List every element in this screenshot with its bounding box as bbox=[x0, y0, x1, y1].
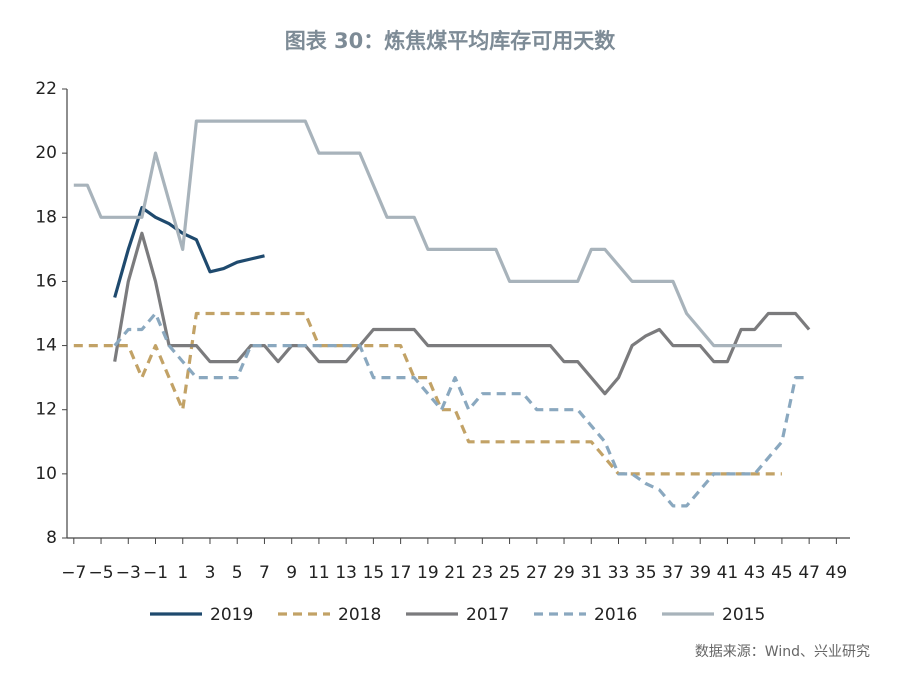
x-tick-label: 43 bbox=[744, 563, 766, 583]
y-tick-label: 12 bbox=[35, 400, 57, 420]
x-tick-label: −3 bbox=[116, 563, 141, 583]
x-tick-label: 7 bbox=[259, 563, 270, 583]
series-line bbox=[73, 119, 782, 348]
y-tick-label: 10 bbox=[35, 464, 57, 484]
x-tick-label: 5 bbox=[232, 563, 243, 583]
y-tick-label: 18 bbox=[35, 207, 57, 227]
y-tick-label: 16 bbox=[35, 271, 57, 291]
x-tick-label: 21 bbox=[444, 563, 466, 583]
x-tick-label: 15 bbox=[363, 563, 385, 583]
x-tick-label: 39 bbox=[689, 563, 711, 583]
x-tick-label: 3 bbox=[205, 563, 216, 583]
series-line bbox=[113, 206, 265, 298]
legend-label: 2019 bbox=[210, 605, 253, 625]
x-tick-label: 33 bbox=[608, 563, 630, 583]
legend-label: 2015 bbox=[722, 605, 765, 625]
y-tick-label: 20 bbox=[35, 143, 57, 163]
x-tick-label: 27 bbox=[526, 563, 548, 583]
y-tick-label: 22 bbox=[35, 79, 57, 99]
x-tick-label: 1 bbox=[177, 563, 188, 583]
x-tick-label: 19 bbox=[417, 563, 439, 583]
source-note: 数据来源：Wind、兴业研究 bbox=[695, 644, 870, 660]
x-tick-label: 25 bbox=[499, 563, 521, 583]
chart-title: 图表 30：炼焦煤平均库存可用天数 bbox=[285, 29, 617, 53]
legend-label: 2017 bbox=[466, 605, 509, 625]
x-tick-label: 23 bbox=[472, 563, 494, 583]
x-tick-label: 9 bbox=[286, 563, 297, 583]
series-line bbox=[113, 311, 810, 508]
x-tick-label: −1 bbox=[143, 563, 168, 583]
x-tick-label: 13 bbox=[335, 563, 357, 583]
x-tick-label: 31 bbox=[580, 563, 602, 583]
y-tick-label: 14 bbox=[35, 336, 57, 356]
x-tick-label: 37 bbox=[662, 563, 684, 583]
x-tick-label: 47 bbox=[798, 563, 820, 583]
x-tick-label: 49 bbox=[826, 563, 848, 583]
x-tick-label: 45 bbox=[771, 563, 793, 583]
x-tick-label: 11 bbox=[308, 563, 330, 583]
legend-label: 2018 bbox=[338, 605, 381, 625]
x-tick-label: 17 bbox=[390, 563, 412, 583]
x-tick-label: 29 bbox=[553, 563, 575, 583]
series-line bbox=[113, 231, 811, 396]
x-tick-label: −5 bbox=[89, 563, 114, 583]
x-tick-label: −7 bbox=[61, 563, 86, 583]
x-tick-label: 35 bbox=[635, 563, 657, 583]
legend-label: 2016 bbox=[594, 605, 637, 625]
x-tick-label: 41 bbox=[717, 563, 739, 583]
y-tick-label: 8 bbox=[46, 528, 57, 548]
